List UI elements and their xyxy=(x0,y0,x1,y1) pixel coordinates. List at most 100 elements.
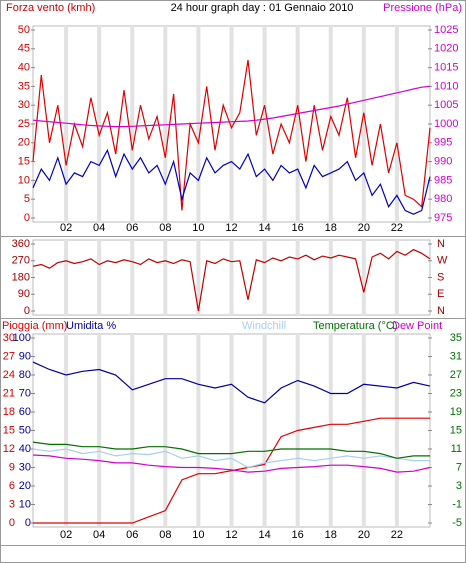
y-tick-label: 40 xyxy=(19,443,31,455)
y-tick-label: 50 xyxy=(19,424,31,436)
y-tick-label: 35 xyxy=(450,332,462,344)
y-tick-label: 1010 xyxy=(434,80,458,92)
chart-title: 24 hour graph day : 01 Gennaio 2010 xyxy=(171,2,354,14)
y-tick-label: 50 xyxy=(18,24,30,36)
series-line xyxy=(32,60,431,211)
y-tick-label: 0 xyxy=(24,212,30,224)
y-tick-label: 70 xyxy=(19,387,31,399)
legend-entry: Temperatura (°C) xyxy=(313,320,397,332)
x-tick-label: 10 xyxy=(192,222,204,234)
x-tick-label: 14 xyxy=(258,222,270,234)
series-line xyxy=(32,85,431,128)
series-line xyxy=(33,417,430,524)
y-tick-label: 7 xyxy=(456,461,462,473)
y-tick-label: 3 xyxy=(9,498,15,510)
y-tick-label: 20 xyxy=(18,137,30,149)
x-tick-label: 20 xyxy=(358,529,370,541)
x-tick-label: 06 xyxy=(126,222,138,234)
y-tick-label: 25 xyxy=(18,118,30,130)
y-tick-label: 5 xyxy=(24,193,30,205)
y-tick-label: 6 xyxy=(9,480,15,492)
y-tick-label: 15 xyxy=(18,156,30,168)
y-tick-label: 1015 xyxy=(434,62,458,74)
y-tick-label: -5 xyxy=(452,517,462,529)
y-tick-label: 11 xyxy=(451,443,462,455)
y-tick-label: 985 xyxy=(434,174,452,186)
y-tick-label: 0 xyxy=(9,517,15,529)
y-tick-label: 10 xyxy=(18,174,30,186)
y-tick-label: 980 xyxy=(434,193,452,205)
y-tick-label: 995 xyxy=(434,137,452,149)
y-tick-label: 3 xyxy=(456,480,462,492)
y-tick-label: 10 xyxy=(19,498,31,510)
y-tick-label: 80 xyxy=(19,369,31,381)
y-tick-label: 9 xyxy=(9,461,15,473)
y-tick-label: 1000 xyxy=(434,118,458,130)
y-tick-label: 30 xyxy=(18,99,30,111)
x-tick-label: 04 xyxy=(93,529,105,541)
series-line xyxy=(32,448,430,469)
x-tick-label: 06 xyxy=(126,529,138,541)
y-tick-label: 360 xyxy=(12,238,30,250)
y-tick-label: 100 xyxy=(13,332,31,344)
y-tick-label: W xyxy=(437,255,448,267)
x-tick-label: 04 xyxy=(93,222,105,234)
y-tick-label: 0 xyxy=(24,305,30,317)
x-tick-label: 02 xyxy=(60,529,72,541)
y-tick-label: 1020 xyxy=(434,43,458,55)
x-tick-label: 12 xyxy=(225,222,237,234)
y-tick-label: S xyxy=(437,271,444,283)
x-tick-label: 10 xyxy=(192,529,204,541)
y-tick-label: 1005 xyxy=(434,99,458,111)
y-tick-label: 30 xyxy=(3,332,15,344)
y-tick-label: 40 xyxy=(18,62,30,74)
x-tick-label: 02 xyxy=(60,222,72,234)
y-tick-label: 45 xyxy=(18,43,30,55)
series-line xyxy=(32,148,431,215)
x-tick-label: 08 xyxy=(159,222,171,234)
y-tick-label: 15 xyxy=(450,424,462,436)
series-line xyxy=(32,454,431,473)
y-tick-label: 0 xyxy=(25,517,31,529)
y-tick-label: 35 xyxy=(18,80,30,92)
y-tick-label: 90 xyxy=(19,350,31,362)
x-tick-label: 12 xyxy=(225,529,237,541)
x-tick-label: 18 xyxy=(325,222,337,234)
y-tick-label: 31 xyxy=(450,350,462,362)
x-tick-label: 22 xyxy=(391,529,403,541)
y-axis-label: Forza vento (kmh) xyxy=(6,2,95,14)
legend-entry: Windchill xyxy=(242,320,286,332)
y-tick-label: 27 xyxy=(450,369,462,381)
x-tick-label: 16 xyxy=(292,222,304,234)
y-tick-label: 90 xyxy=(18,288,30,300)
y-tick-label: 990 xyxy=(434,156,452,168)
y-tick-label: N xyxy=(437,305,445,317)
series-line xyxy=(32,248,431,312)
x-tick-label: 16 xyxy=(292,529,304,541)
series-line xyxy=(32,441,430,459)
y-tick-label: 1025 xyxy=(434,24,458,36)
y-tick-label: 60 xyxy=(19,406,31,418)
y-tick-label: 18 xyxy=(3,406,15,418)
y-tick-label: 19 xyxy=(450,406,462,418)
y-tick-label: 30 xyxy=(19,461,31,473)
y-tick-label: 12 xyxy=(3,443,15,455)
y-tick-label: 27 xyxy=(3,350,15,362)
x-tick-label: 08 xyxy=(159,529,171,541)
x-tick-label: 22 xyxy=(391,222,403,234)
y-tick-label: 24 xyxy=(3,369,15,381)
x-tick-label: 20 xyxy=(358,222,370,234)
y-tick-label: -1 xyxy=(452,498,462,510)
y-tick-label: 180 xyxy=(12,271,30,283)
legend-entry: Umidita % xyxy=(66,320,116,332)
y-tick-label: 21 xyxy=(3,387,15,399)
y-tick-label: E xyxy=(437,288,444,300)
x-tick-label: 14 xyxy=(258,529,270,541)
y-tick-label: 20 xyxy=(19,480,31,492)
y-tick-label: 270 xyxy=(12,255,30,267)
legend-entry: Dew Point xyxy=(392,320,442,332)
legend-entry: Pioggia (mm) xyxy=(2,320,67,332)
y-tick-label: 975 xyxy=(434,212,452,224)
series-line xyxy=(32,361,431,404)
